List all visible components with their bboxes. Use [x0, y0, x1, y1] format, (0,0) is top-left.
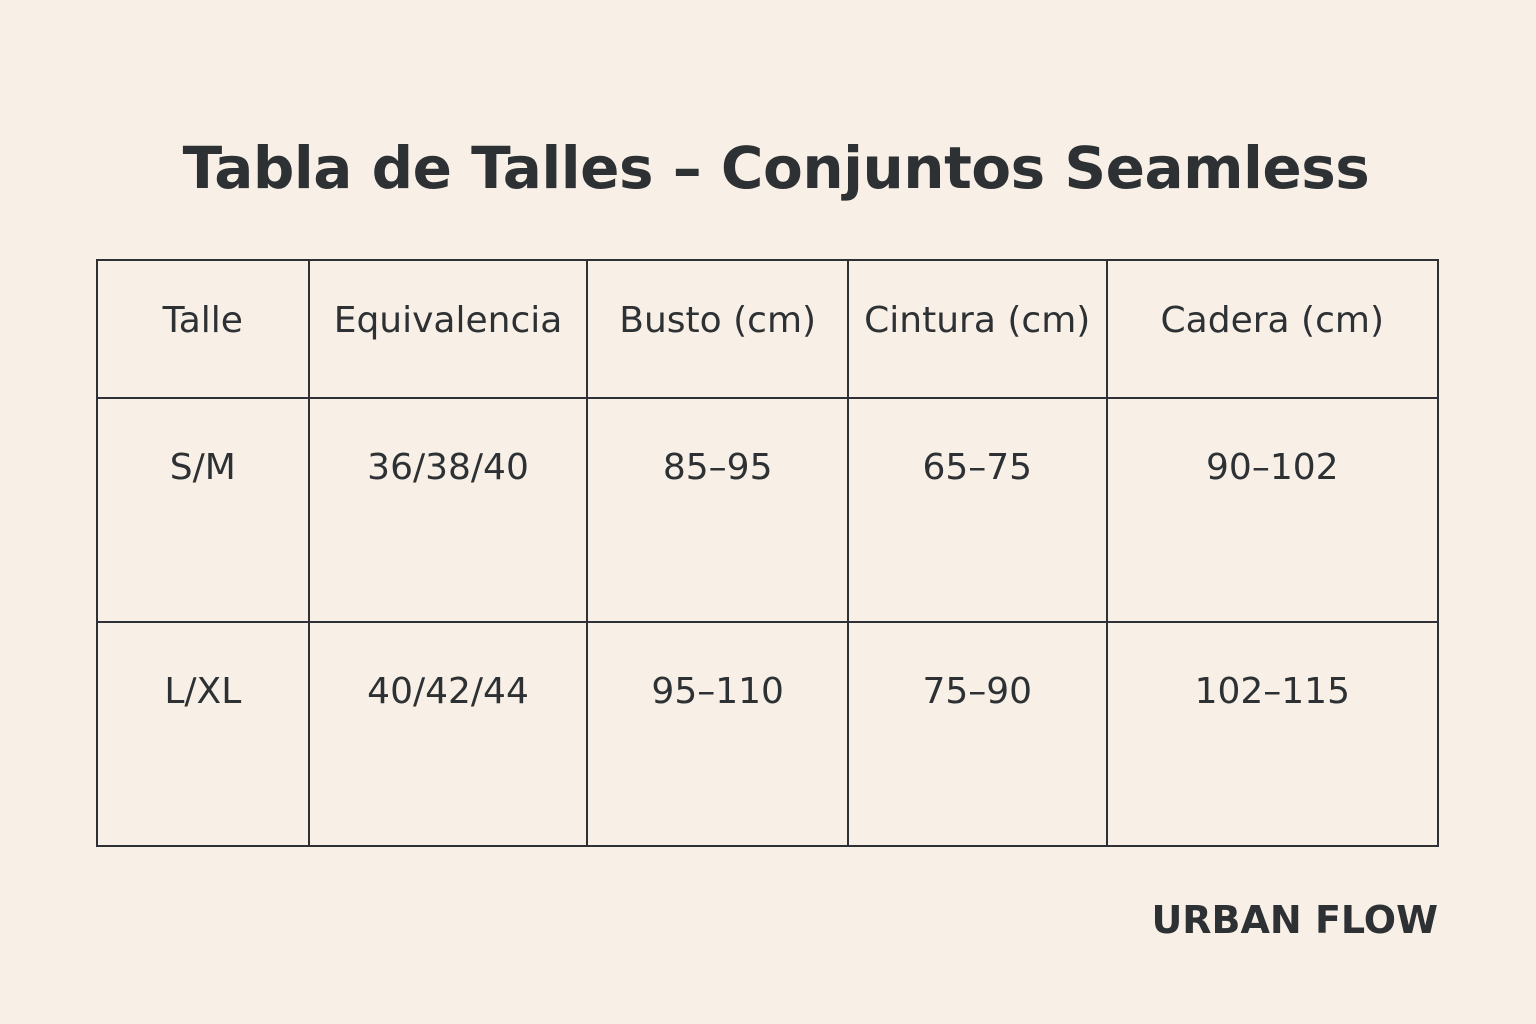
title: Tabla de Talles – Conjuntos Seamless — [182, 134, 1370, 202]
column-header: Cintura (cm) — [846, 259, 1108, 399]
header-row: Talle Equivalencia Busto (cm) Cintura (cm) C… — [96, 259, 1440, 399]
column-header: Talle — [96, 259, 310, 399]
table-cell: S/M — [96, 397, 310, 623]
column-header: Busto (cm) — [586, 259, 849, 399]
table-cell: 102–115 — [1105, 621, 1440, 847]
size-table: Talle Equivalencia Busto (cm) Cintura (cm) C… — [96, 259, 1440, 847]
brand: URBAN FLOW — [1151, 898, 1438, 942]
table-body: S/M 36/38/40 85–95 65–75 90–102 L/XL 40/42/44 9… — [96, 397, 1440, 847]
column-header: Cadera (cm) — [1105, 259, 1440, 399]
column-header: Equivalencia — [307, 259, 589, 399]
table-cell: 95–110 — [586, 621, 849, 847]
table-cell: 40/42/44 — [307, 621, 589, 847]
table-cell: 65–75 — [846, 397, 1108, 623]
table-cell: 90–102 — [1105, 397, 1440, 623]
table-cell: 75–90 — [846, 621, 1108, 847]
table-cell: L/XL — [96, 621, 310, 847]
table-row: L/XL 40/42/44 95–110 75–90 102–115 — [96, 621, 1440, 847]
table-cell: 36/38/40 — [307, 397, 589, 623]
table-cell: 85–95 — [586, 397, 849, 623]
table-row: S/M 36/38/40 85–95 65–75 90–102 — [96, 397, 1440, 623]
